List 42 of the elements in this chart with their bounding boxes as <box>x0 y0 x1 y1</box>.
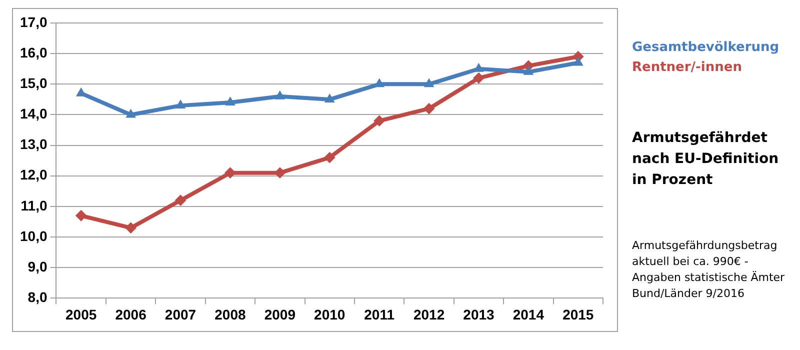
x-tick-label: 2010 <box>314 306 346 322</box>
y-tick-label: 16,0 <box>20 44 48 60</box>
x-tick-label: 2005 <box>66 306 97 322</box>
point <box>176 100 186 109</box>
y-tick-label: 10,0 <box>20 228 48 244</box>
y-tick-label: 8,0 <box>28 289 48 306</box>
point <box>224 167 236 178</box>
x-tick-label: 2015 <box>562 306 594 322</box>
text: Armutsgefährdet nach EU-Definition in Prozent <box>632 129 780 190</box>
point <box>324 152 336 164</box>
x-tick-label: 2012 <box>413 306 445 322</box>
point <box>175 194 186 206</box>
point <box>275 90 285 100</box>
text: Rentner/-innen <box>632 59 743 77</box>
point <box>524 66 534 75</box>
text: Armutsgefährdungsbetrag aktuell bei ca. 990€ - Angaben statistische Ämter Bund/Länder 9/2016 <box>632 238 786 302</box>
y-tick-label: 11,0 <box>20 197 48 214</box>
y-tick-label: 17,0 <box>20 14 48 30</box>
y-tick-label: 15,0 <box>20 75 48 92</box>
x-tick-label: 2013 <box>463 306 495 322</box>
point <box>324 94 334 102</box>
x-tick-label: 2006 <box>115 306 147 322</box>
point <box>374 78 384 88</box>
y-tick-label: 14,0 <box>20 106 48 122</box>
point <box>473 72 484 84</box>
point <box>125 222 136 234</box>
x-tick-label: 2008 <box>214 306 246 322</box>
y-tick-label: 13,0 <box>20 136 48 152</box>
point <box>126 109 136 118</box>
point <box>424 78 434 88</box>
x-tick-label: 2011 <box>364 306 395 322</box>
x-tick-label: 2007 <box>164 306 196 322</box>
y-tick-label: 9,0 <box>28 258 48 274</box>
x-tick-label: 2009 <box>264 306 296 322</box>
y-tick-label: 12,0 <box>20 166 48 183</box>
text: Gesamtbevölkerung <box>632 39 780 57</box>
point <box>573 57 583 66</box>
point <box>225 97 236 106</box>
point <box>424 103 435 114</box>
x-tick-label: 2014 <box>512 306 544 322</box>
point <box>76 210 87 222</box>
point <box>374 115 385 126</box>
